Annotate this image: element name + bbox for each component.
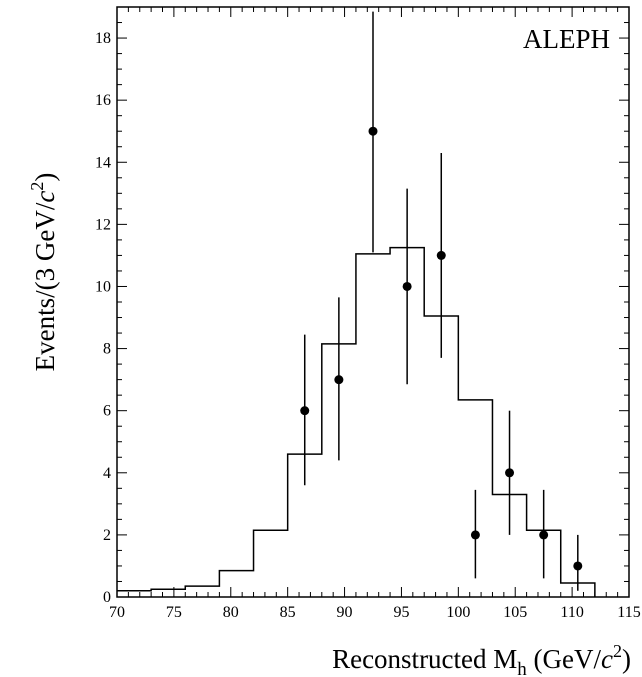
- data-point: [539, 530, 549, 540]
- x-axis-title-prefix: Reconstructed M: [332, 644, 517, 674]
- x-tick-label: 115: [617, 604, 640, 621]
- x-axis-title-sub: h: [517, 659, 527, 677]
- data-points: [300, 11, 583, 591]
- x-tick-label: 70: [109, 604, 125, 621]
- experiment-label: ALEPH: [523, 24, 610, 54]
- x-tick-label: 75: [166, 604, 182, 621]
- y-tick-label: 10: [95, 278, 111, 295]
- y-axis-title-unit-var: c: [30, 191, 60, 203]
- data-point: [505, 468, 515, 478]
- y-axis-title-prefix: Events/(3 GeV/: [30, 202, 60, 371]
- x-tick-label: 90: [337, 604, 353, 621]
- x-tick-label: 100: [446, 604, 470, 621]
- y-tick-label: 12: [95, 216, 111, 233]
- histogram-line: [117, 246, 596, 597]
- x-axis-title-unit-var: c: [601, 644, 613, 674]
- y-tick-label: 16: [95, 92, 111, 109]
- axis-tick-labels: 70 75 80 85 90 95 100 105 110 115 0 2 4 6 8 10 12 14 16 18: [95, 30, 641, 621]
- y-tick-label: 8: [103, 341, 111, 358]
- y-tick-label: 18: [95, 30, 111, 47]
- axis-ticks: [116, 6, 630, 598]
- x-axis-title-unit-pow: 2: [613, 641, 622, 661]
- y-tick-label: 14: [95, 154, 111, 171]
- data-point: [470, 530, 480, 540]
- y-axis-title-unit-close: ): [30, 173, 60, 182]
- x-tick-label: 80: [223, 604, 239, 621]
- data-point: [573, 561, 583, 571]
- y-axis-title: Events/(3 GeV/c2): [27, 173, 60, 372]
- data-point: [368, 126, 378, 136]
- x-tick-label: 110: [560, 604, 583, 621]
- data-point: [402, 281, 412, 291]
- data-point: [300, 406, 310, 416]
- y-tick-label: 4: [103, 465, 111, 482]
- y-axis-title-unit-pow: 2: [27, 182, 47, 191]
- x-tick-label: 85: [280, 604, 296, 621]
- data-point: [334, 375, 344, 385]
- y-tick-label: 6: [103, 403, 111, 420]
- y-tick-label: 2: [103, 527, 111, 544]
- y-tick-label: 0: [103, 589, 111, 606]
- data-point: [436, 250, 446, 260]
- x-axis-title-unit-open: (GeV/: [527, 644, 602, 674]
- x-axis-title: Reconstructed Mh (GeV/c2): [332, 641, 631, 677]
- x-tick-label: 105: [503, 604, 527, 621]
- x-axis-title-unit-close: ): [622, 644, 631, 674]
- x-tick-label: 95: [393, 604, 409, 621]
